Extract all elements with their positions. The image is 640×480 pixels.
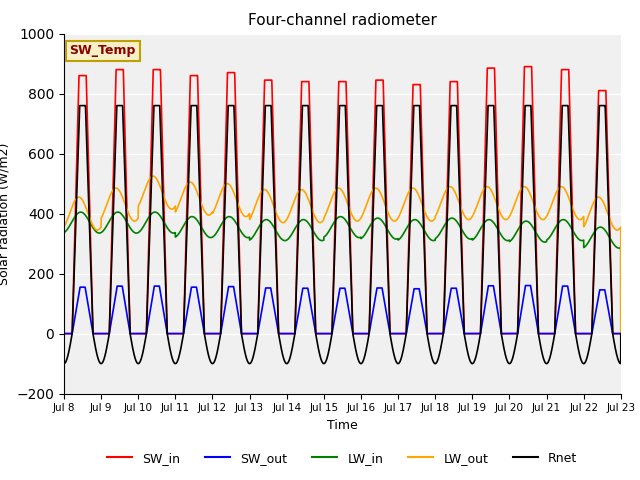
LW_out [149,173,157,179]
LW_in [587,236,595,241]
SW_in [520,64,528,70]
Line: LW_in: LW_in [64,212,621,334]
SW_out [587,331,595,336]
Rnet [60,361,68,367]
LW_out [250,208,257,214]
SW_in [594,130,602,135]
LW_in [60,230,68,236]
SW_in [324,331,332,336]
SW_in [483,87,490,93]
SW_out [467,331,475,336]
LW_in [617,331,625,336]
LW_in [467,236,475,242]
LW_in [483,217,491,223]
LW_in [250,233,257,239]
LW_in [594,226,602,231]
SW_in [467,331,475,336]
SW_out [60,331,68,336]
Line: LW_out: LW_out [64,176,621,334]
SW_in [250,331,257,336]
SW_out [617,331,625,336]
Rnet [250,354,257,360]
LW_in [324,230,332,236]
SW_in [60,331,68,336]
LW_out [617,331,625,336]
LW_out [587,207,595,213]
Rnet [467,360,475,366]
Y-axis label: Solar radiation (W/m2): Solar radiation (W/m2) [0,143,11,285]
SW_out [250,331,257,336]
SW_out [324,331,332,336]
SW_out [522,283,529,288]
LW_out [60,224,68,230]
Title: Four-channel radiometer: Four-channel radiometer [248,13,437,28]
X-axis label: Time: Time [327,419,358,432]
Rnet [324,353,332,359]
SW_out [594,300,602,305]
Line: SW_out: SW_out [64,286,621,334]
Line: SW_in: SW_in [64,67,621,334]
Rnet [76,103,84,108]
LW_out [594,194,602,200]
Rnet [617,331,625,336]
Line: Rnet: Rnet [64,106,621,364]
SW_in [587,331,595,336]
LW_out [324,207,332,213]
Text: SW_Temp: SW_Temp [70,44,136,58]
LW_out [483,184,491,190]
SW_out [483,293,490,299]
Rnet [587,338,595,344]
Rnet [483,140,491,145]
LW_in [77,209,84,215]
Rnet [594,160,602,166]
SW_in [617,331,625,336]
Legend: SW_in, SW_out, LW_in, LW_out, Rnet: SW_in, SW_out, LW_in, LW_out, Rnet [102,447,582,469]
LW_out [467,216,475,221]
